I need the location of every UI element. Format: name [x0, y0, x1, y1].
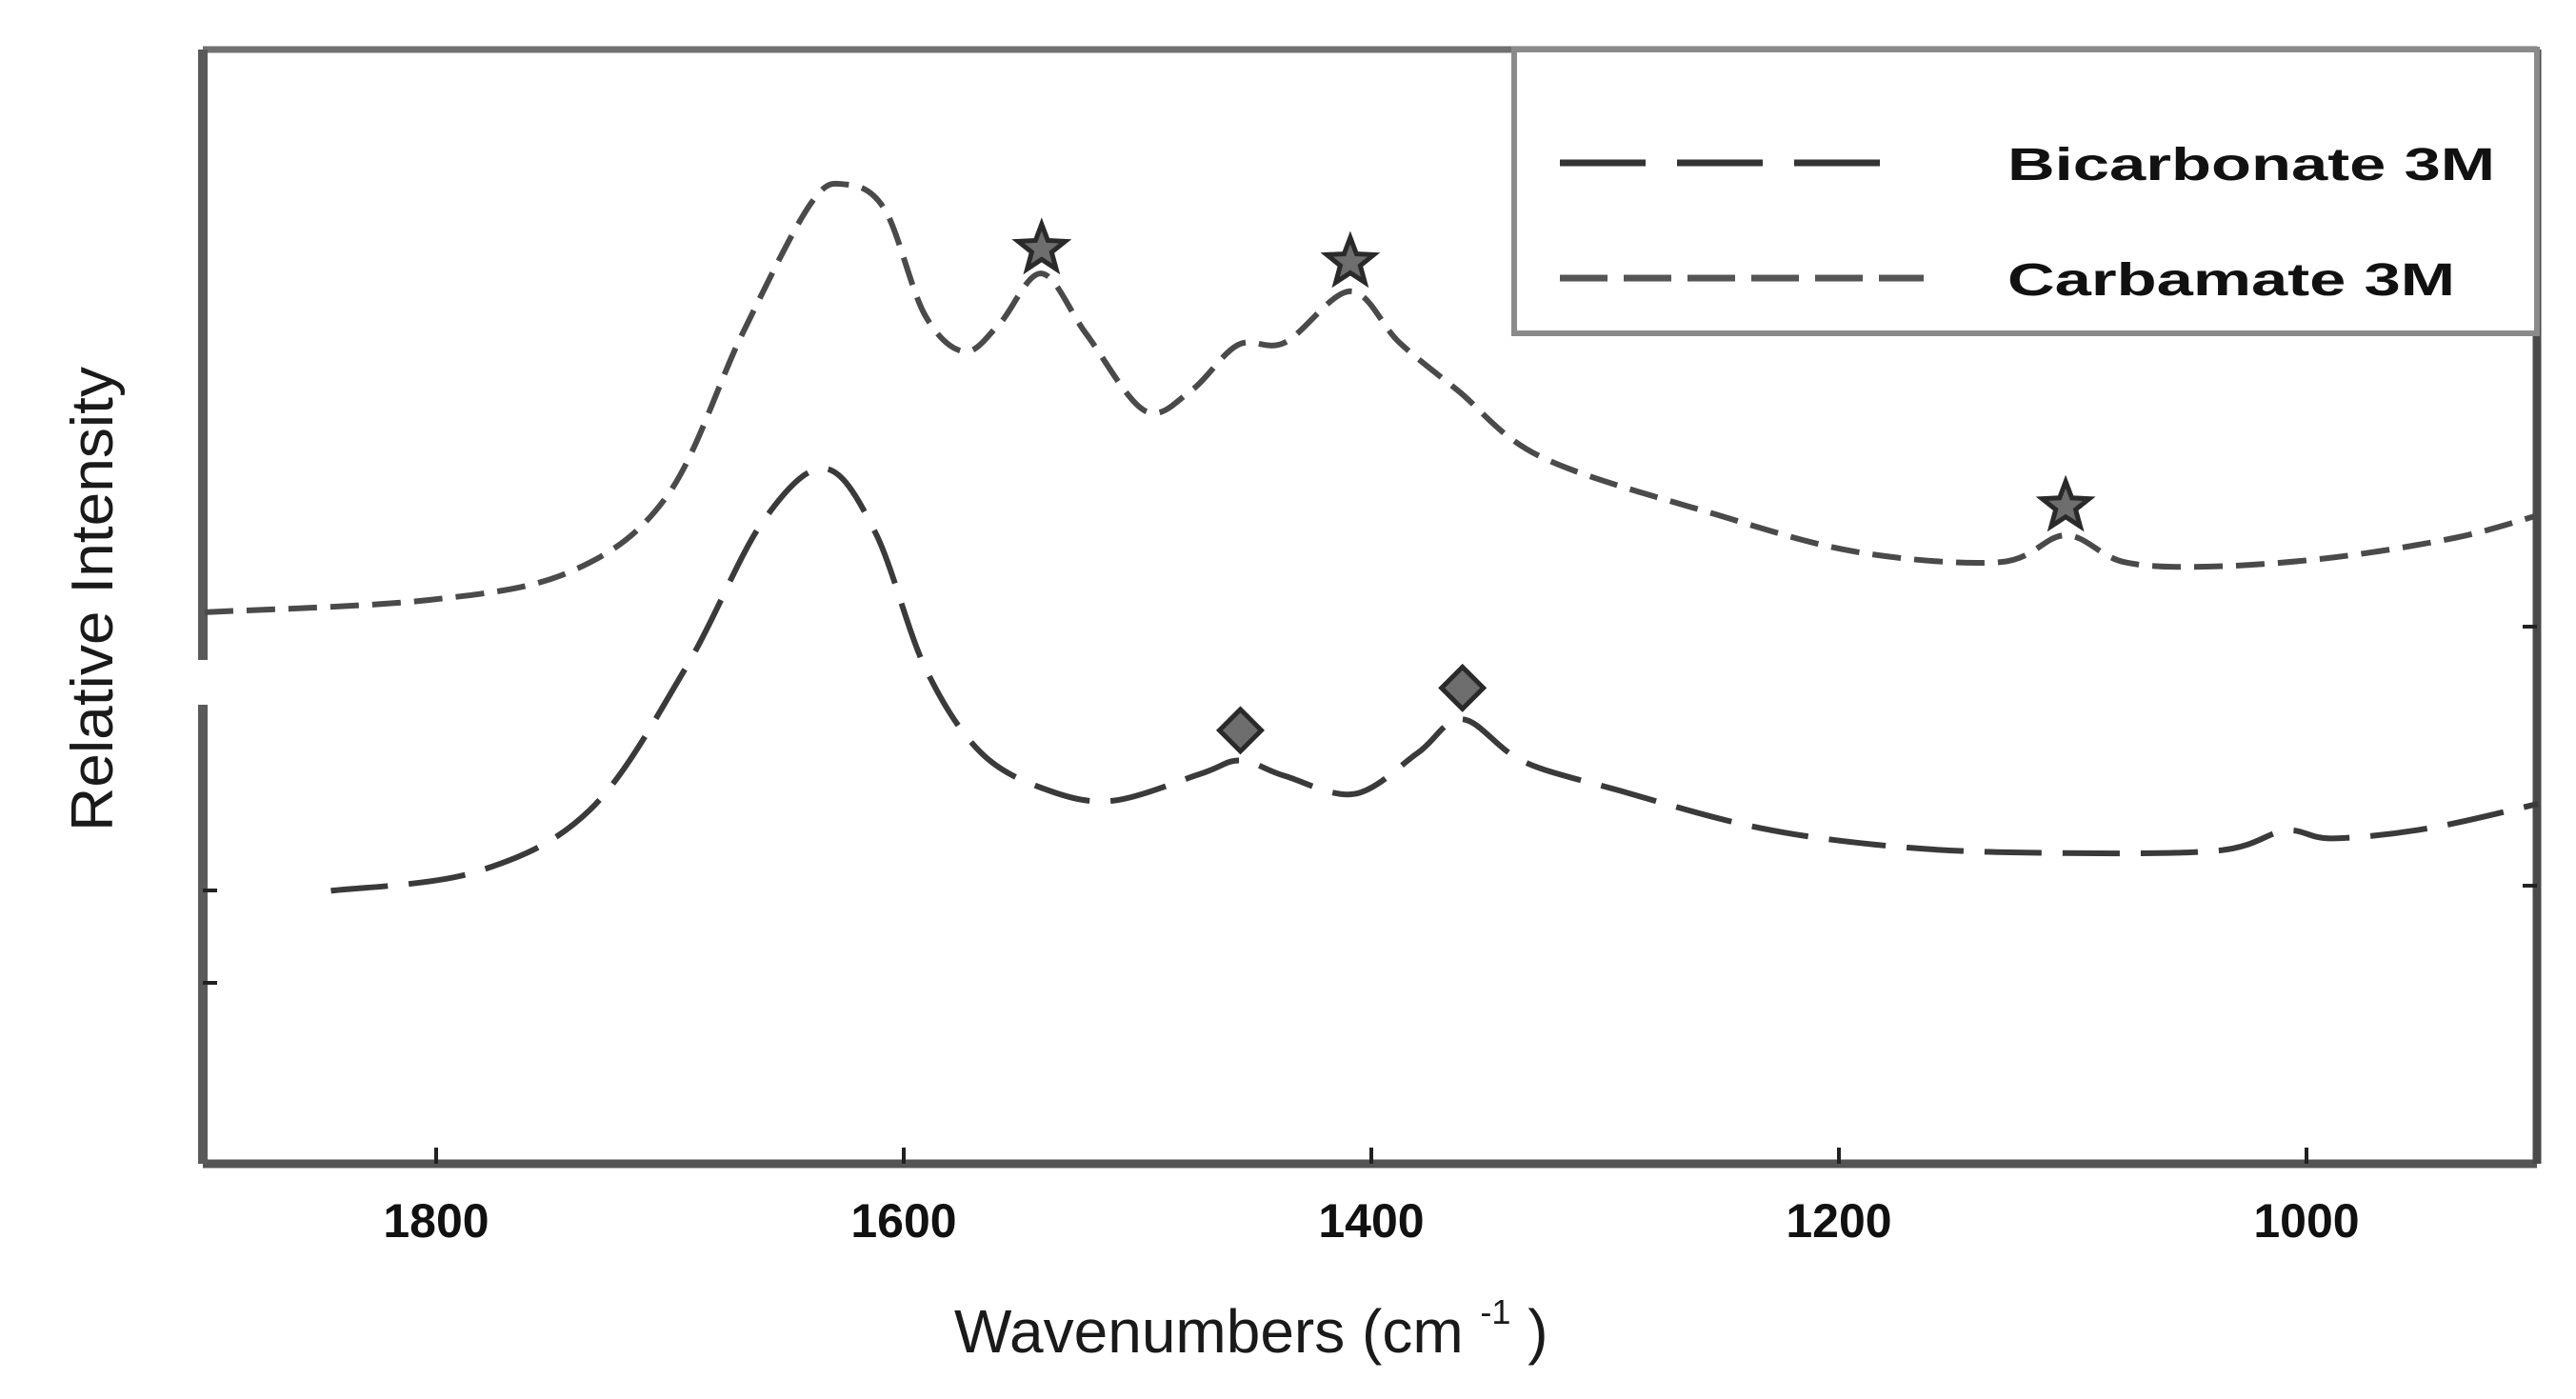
- x-tick-label: 1200: [1786, 1194, 1891, 1248]
- legend: Bicarbonate 3M Carbamate 3M: [1511, 47, 2540, 336]
- y-axis-label: Relative Intensity: [60, 367, 126, 831]
- x-tick-label: 1000: [2253, 1194, 2359, 1248]
- star-marker-icon: [2035, 474, 2096, 532]
- star-marker-icon: [1011, 217, 1072, 275]
- star-marker-icon: [1320, 230, 1381, 289]
- x-tick-label: 1600: [850, 1194, 956, 1248]
- diamond-marker-icon: [1438, 663, 1488, 712]
- legend-label-bicarbonate: Bicarbonate 3M: [2007, 140, 2495, 190]
- legend-label-carbamate: Carbamate 3M: [2007, 255, 2455, 306]
- x-axis-label-sup: -1: [1480, 1292, 1510, 1331]
- peak-markers: [1011, 217, 2096, 755]
- x-tick-label: 1400: [1318, 1194, 1424, 1248]
- x-tick-label: 1800: [383, 1194, 489, 1248]
- x-axis-label: Wavenumbers (cm -1 ): [954, 1269, 1548, 1366]
- diamond-marker-icon: [1215, 706, 1266, 755]
- bicarbonate-curve: [330, 465, 2539, 894]
- y-ticks: [203, 625, 2537, 985]
- x-axis-ticks: 1800 1600 1400 1200 1000: [383, 1148, 2360, 1248]
- x-axis-label-close: ): [1528, 1297, 1548, 1366]
- x-axis-label-main: Wavenumbers (cm: [954, 1297, 1464, 1366]
